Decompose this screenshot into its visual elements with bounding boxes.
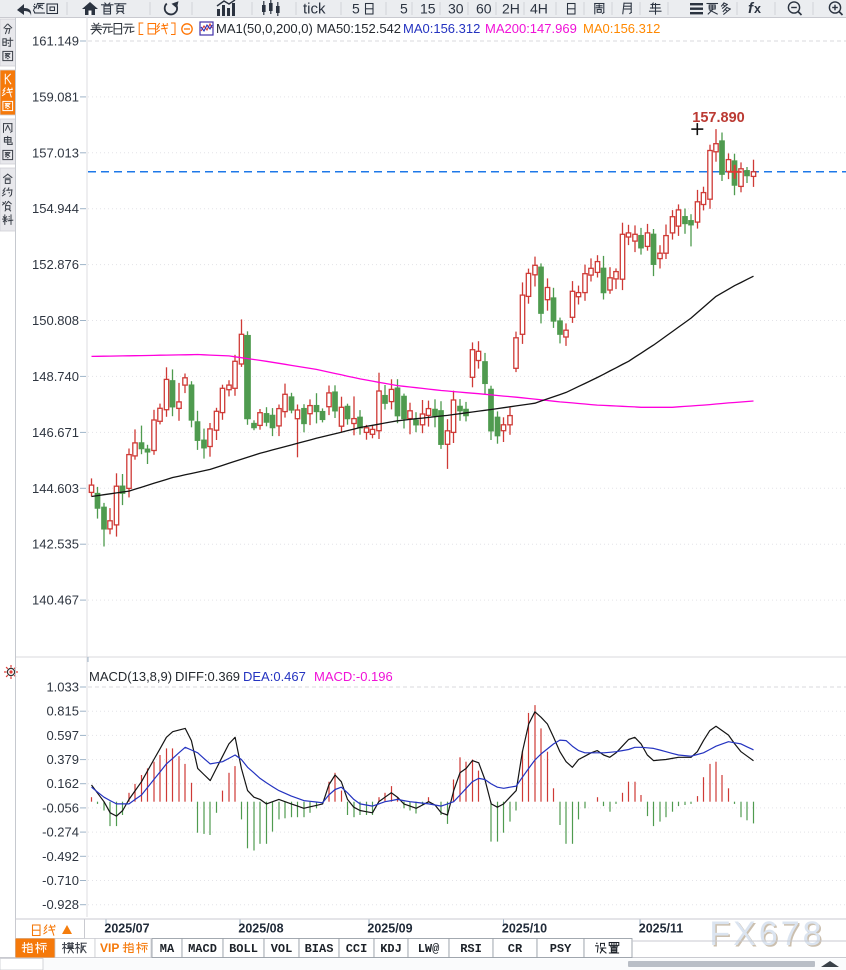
svg-text:MA1(50,0,200,0) MA50:152.542: MA1(50,0,200,0) MA50:152.542 [216, 21, 401, 36]
svg-text:-0.056: -0.056 [42, 800, 79, 815]
svg-text:BIAS: BIAS [305, 942, 334, 956]
svg-text:146.671: 146.671 [32, 425, 79, 440]
svg-text:KDJ: KDJ [380, 942, 402, 956]
svg-text:157.013: 157.013 [32, 145, 79, 160]
svg-text:154.944: 154.944 [32, 201, 79, 216]
svg-text:CR: CR [508, 942, 523, 956]
svg-text:157.890: 157.890 [692, 110, 744, 126]
svg-text:CCI: CCI [346, 942, 368, 956]
svg-text:MACD:-0.196: MACD:-0.196 [314, 669, 393, 684]
svg-text:tick: tick [303, 1, 326, 18]
svg-text:1.033: 1.033 [46, 680, 79, 695]
svg-text:142.535: 142.535 [32, 537, 79, 552]
svg-text:2025/10: 2025/10 [502, 922, 547, 936]
svg-text:0.815: 0.815 [46, 704, 79, 719]
svg-text:60: 60 [476, 1, 492, 17]
svg-text:161.149: 161.149 [32, 34, 79, 49]
svg-text:MA0:156.312: MA0:156.312 [583, 21, 660, 36]
svg-text:DIFF:0.369: DIFF:0.369 [175, 669, 240, 684]
svg-text:159.081: 159.081 [32, 89, 79, 104]
svg-text:DEA:0.467: DEA:0.467 [243, 669, 306, 684]
svg-text:15: 15 [420, 1, 436, 17]
svg-text:RSI: RSI [460, 942, 482, 956]
svg-text:-0.492: -0.492 [42, 849, 79, 864]
svg-text:MACD(13,8,9): MACD(13,8,9) [89, 669, 172, 684]
svg-text:-0.274: -0.274 [42, 825, 79, 840]
svg-text:2025/09: 2025/09 [367, 922, 412, 936]
svg-text:VOL: VOL [271, 942, 293, 956]
svg-text:5: 5 [400, 1, 408, 17]
svg-text:VIP: VIP [100, 941, 119, 955]
svg-text:148.740: 148.740 [32, 369, 79, 384]
svg-text:0.597: 0.597 [46, 728, 79, 743]
svg-text:0.379: 0.379 [46, 752, 79, 767]
svg-text:150.808: 150.808 [32, 313, 79, 328]
svg-text:4H: 4H [530, 1, 548, 17]
svg-text:144.603: 144.603 [32, 481, 79, 496]
svg-text:5: 5 [352, 1, 360, 17]
svg-text:FX678: FX678 [711, 917, 826, 955]
svg-text:2H: 2H [502, 1, 520, 17]
svg-text:2025/07: 2025/07 [104, 922, 149, 936]
svg-text:152.876: 152.876 [32, 257, 79, 272]
svg-text:LW@: LW@ [418, 942, 440, 956]
svg-text:MA0:156.312: MA0:156.312 [403, 21, 480, 36]
svg-text:-0.710: -0.710 [42, 873, 79, 888]
svg-text:FX678: FX678 [709, 915, 824, 953]
svg-text:f: f [748, 0, 755, 17]
svg-text:MACD: MACD [188, 942, 217, 956]
svg-text:140.467: 140.467 [32, 593, 79, 608]
svg-text:MA: MA [160, 942, 175, 956]
svg-text:BOLL: BOLL [229, 942, 258, 956]
svg-text:x: x [754, 2, 761, 16]
svg-text:2025/11: 2025/11 [639, 922, 684, 936]
svg-text:0.162: 0.162 [46, 776, 79, 791]
svg-text:-0.928: -0.928 [42, 897, 79, 912]
svg-text:PSY: PSY [550, 942, 572, 956]
svg-text:MA200:147.969: MA200:147.969 [485, 21, 577, 36]
svg-text:30: 30 [448, 1, 464, 17]
svg-text:2025/08: 2025/08 [238, 922, 283, 936]
